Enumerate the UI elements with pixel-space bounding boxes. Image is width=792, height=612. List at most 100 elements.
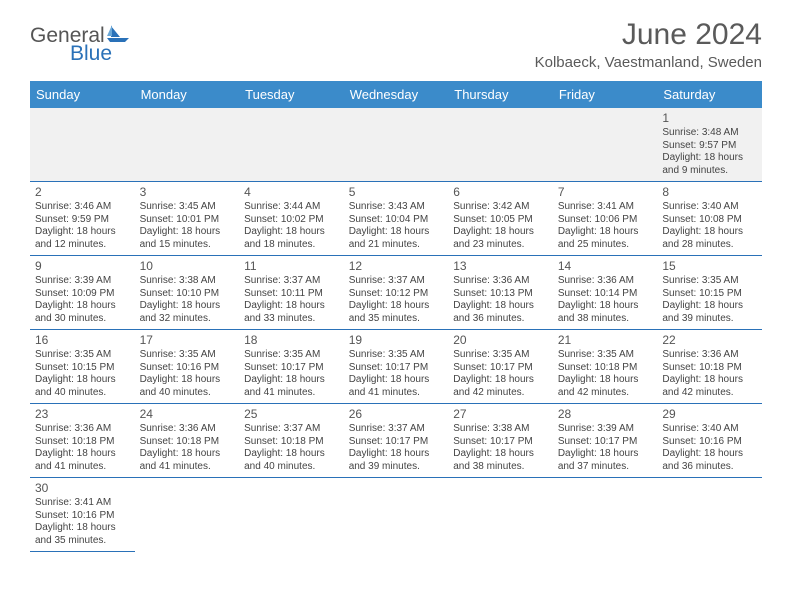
day-cell: 12Sunrise: 3:37 AMSunset: 10:12 PMDaylig… <box>344 256 449 330</box>
sunset-text: Sunset: 10:04 PM <box>349 214 444 227</box>
day-number: 10 <box>140 259 235 274</box>
day-cell: 10Sunrise: 3:38 AMSunset: 10:10 PMDaylig… <box>135 256 240 330</box>
sunset-text: Sunset: 10:18 PM <box>662 362 757 375</box>
day-number: 14 <box>558 259 653 274</box>
day-details: Sunrise: 3:37 AMSunset: 10:12 PMDaylight… <box>349 275 444 325</box>
day-cell: 2Sunrise: 3:46 AMSunset: 9:59 PMDaylight… <box>30 182 135 256</box>
sunset-text: Sunset: 10:18 PM <box>140 436 235 449</box>
logo: General Blue <box>30 18 129 64</box>
sunset-text: Sunset: 10:17 PM <box>349 362 444 375</box>
calendar-page: General Blue June 2024 Kolbaeck, Vaestma… <box>0 0 792 612</box>
page-header: General Blue June 2024 Kolbaeck, Vaestma… <box>30 18 762 71</box>
daylight-text-2: and 42 minutes. <box>453 387 548 400</box>
day-cell: 7Sunrise: 3:41 AMSunset: 10:06 PMDayligh… <box>553 182 658 256</box>
sunrise-text: Sunrise: 3:37 AM <box>349 275 444 288</box>
sunrise-text: Sunrise: 3:35 AM <box>35 349 130 362</box>
day-details: Sunrise: 3:45 AMSunset: 10:01 PMDaylight… <box>140 201 235 251</box>
sunset-text: Sunset: 10:16 PM <box>662 436 757 449</box>
day-number: 5 <box>349 185 444 200</box>
sunrise-text: Sunrise: 3:45 AM <box>140 201 235 214</box>
daylight-text-2: and 41 minutes. <box>140 461 235 474</box>
day-number: 2 <box>35 185 130 200</box>
daylight-text-2: and 36 minutes. <box>453 313 548 326</box>
day-details: Sunrise: 3:37 AMSunset: 10:17 PMDaylight… <box>349 423 444 473</box>
boat-icon <box>107 24 129 42</box>
day-number: 16 <box>35 333 130 348</box>
sunset-text: Sunset: 9:57 PM <box>662 140 757 153</box>
day-details: Sunrise: 3:46 AMSunset: 9:59 PMDaylight:… <box>35 201 130 251</box>
location-text: Kolbaeck, Vaestmanland, Sweden <box>535 54 762 71</box>
sunset-text: Sunset: 9:59 PM <box>35 214 130 227</box>
day-cell: 29Sunrise: 3:40 AMSunset: 10:16 PMDaylig… <box>657 404 762 478</box>
daylight-text-2: and 42 minutes. <box>558 387 653 400</box>
day-cell: 17Sunrise: 3:35 AMSunset: 10:16 PMDaylig… <box>135 330 240 404</box>
week-row: 23Sunrise: 3:36 AMSunset: 10:18 PMDaylig… <box>30 404 762 478</box>
day-cell <box>30 108 135 182</box>
daylight-text-1: Daylight: 18 hours <box>140 300 235 313</box>
day-details: Sunrise: 3:35 AMSunset: 10:17 PMDaylight… <box>453 349 548 399</box>
daylight-text-1: Daylight: 18 hours <box>453 226 548 239</box>
sunrise-text: Sunrise: 3:41 AM <box>35 497 130 510</box>
sunset-text: Sunset: 10:15 PM <box>662 288 757 301</box>
sunset-text: Sunset: 10:16 PM <box>140 362 235 375</box>
day-details: Sunrise: 3:41 AMSunset: 10:06 PMDaylight… <box>558 201 653 251</box>
sunrise-text: Sunrise: 3:35 AM <box>244 349 339 362</box>
daylight-text-1: Daylight: 18 hours <box>453 374 548 387</box>
col-sunday: Sunday <box>30 81 135 108</box>
daylight-text-2: and 41 minutes. <box>35 461 130 474</box>
sunset-text: Sunset: 10:12 PM <box>349 288 444 301</box>
daylight-text-2: and 41 minutes. <box>244 387 339 400</box>
day-cell: 11Sunrise: 3:37 AMSunset: 10:11 PMDaylig… <box>239 256 344 330</box>
day-number: 4 <box>244 185 339 200</box>
daylight-text-1: Daylight: 18 hours <box>662 374 757 387</box>
daylight-text-1: Daylight: 18 hours <box>558 374 653 387</box>
daylight-text-1: Daylight: 18 hours <box>558 300 653 313</box>
daylight-text-1: Daylight: 18 hours <box>35 226 130 239</box>
logo-text: General Blue <box>30 26 129 64</box>
daylight-text-1: Daylight: 18 hours <box>35 448 130 461</box>
sunrise-text: Sunrise: 3:36 AM <box>453 275 548 288</box>
day-cell: 25Sunrise: 3:37 AMSunset: 10:18 PMDaylig… <box>239 404 344 478</box>
day-details: Sunrise: 3:40 AMSunset: 10:08 PMDaylight… <box>662 201 757 251</box>
day-number: 1 <box>662 111 757 126</box>
day-cell: 22Sunrise: 3:36 AMSunset: 10:18 PMDaylig… <box>657 330 762 404</box>
day-cell: 20Sunrise: 3:35 AMSunset: 10:17 PMDaylig… <box>448 330 553 404</box>
sunrise-text: Sunrise: 3:38 AM <box>453 423 548 436</box>
day-number: 12 <box>349 259 444 274</box>
sunrise-text: Sunrise: 3:39 AM <box>558 423 653 436</box>
sunrise-text: Sunrise: 3:44 AM <box>244 201 339 214</box>
day-number: 8 <box>662 185 757 200</box>
sunrise-text: Sunrise: 3:41 AM <box>558 201 653 214</box>
day-cell <box>135 478 240 552</box>
day-details: Sunrise: 3:37 AMSunset: 10:18 PMDaylight… <box>244 423 339 473</box>
day-cell: 5Sunrise: 3:43 AMSunset: 10:04 PMDayligh… <box>344 182 449 256</box>
col-tuesday: Tuesday <box>239 81 344 108</box>
sunset-text: Sunset: 10:08 PM <box>662 214 757 227</box>
day-number: 20 <box>453 333 548 348</box>
day-number: 22 <box>662 333 757 348</box>
sunrise-text: Sunrise: 3:38 AM <box>140 275 235 288</box>
sunrise-text: Sunrise: 3:36 AM <box>140 423 235 436</box>
day-cell: 4Sunrise: 3:44 AMSunset: 10:02 PMDayligh… <box>239 182 344 256</box>
sunset-text: Sunset: 10:02 PM <box>244 214 339 227</box>
daylight-text-2: and 40 minutes. <box>244 461 339 474</box>
daylight-text-2: and 37 minutes. <box>558 461 653 474</box>
day-cell: 23Sunrise: 3:36 AMSunset: 10:18 PMDaylig… <box>30 404 135 478</box>
daylight-text-2: and 40 minutes. <box>35 387 130 400</box>
day-number: 27 <box>453 407 548 422</box>
sunrise-text: Sunrise: 3:36 AM <box>558 275 653 288</box>
day-cell: 1Sunrise: 3:48 AMSunset: 9:57 PMDaylight… <box>657 108 762 182</box>
day-cell: 8Sunrise: 3:40 AMSunset: 10:08 PMDayligh… <box>657 182 762 256</box>
daylight-text-2: and 38 minutes. <box>453 461 548 474</box>
day-number: 19 <box>349 333 444 348</box>
week-row: 16Sunrise: 3:35 AMSunset: 10:15 PMDaylig… <box>30 330 762 404</box>
day-details: Sunrise: 3:35 AMSunset: 10:16 PMDaylight… <box>140 349 235 399</box>
daylight-text-1: Daylight: 18 hours <box>35 522 130 535</box>
day-number: 23 <box>35 407 130 422</box>
daylight-text-1: Daylight: 18 hours <box>349 448 444 461</box>
sunset-text: Sunset: 10:13 PM <box>453 288 548 301</box>
day-number: 21 <box>558 333 653 348</box>
day-details: Sunrise: 3:36 AMSunset: 10:18 PMDaylight… <box>140 423 235 473</box>
daylight-text-2: and 32 minutes. <box>140 313 235 326</box>
daylight-text-1: Daylight: 18 hours <box>662 448 757 461</box>
